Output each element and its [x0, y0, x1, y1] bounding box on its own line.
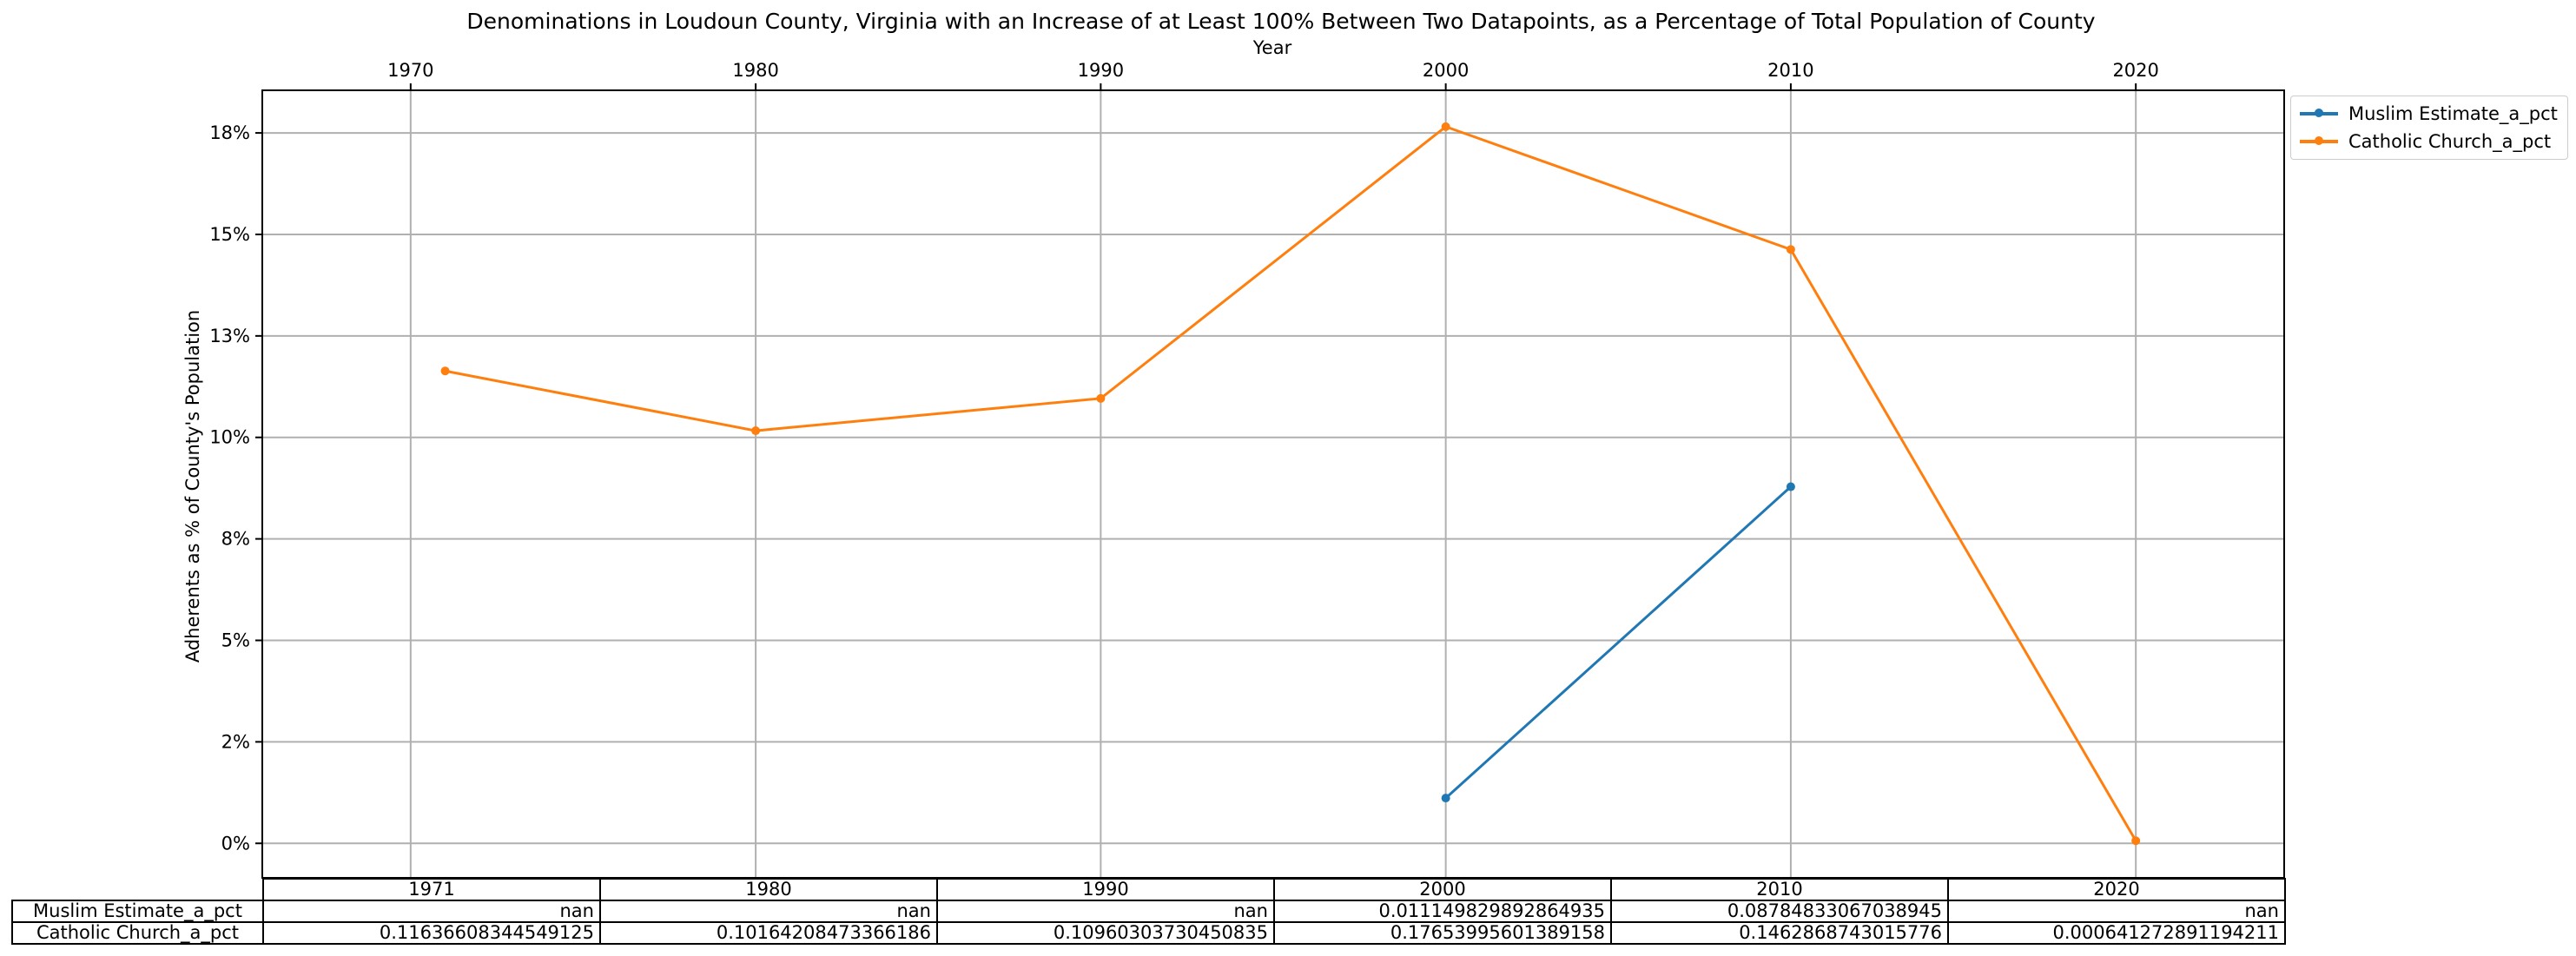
data-point-catholic [2131, 836, 2141, 846]
legend-marker-catholic [2315, 136, 2323, 145]
y-tick-label: 5% [221, 630, 250, 650]
table-row-label: Muslim Estimate_a_pct [11, 900, 264, 923]
y-tick-label: 0% [221, 833, 250, 854]
table-cell: 0.000641272891194211 [1947, 921, 2286, 945]
legend: Muslim Estimate_a_pct Catholic Church_a_… [2290, 96, 2568, 160]
table-column-header: 2020 [1947, 878, 2286, 901]
table-cell: 0.08784833067038945 [1610, 900, 1949, 923]
table-cell: 0.011149829892864935 [1273, 900, 1612, 923]
data-point-catholic [751, 426, 761, 436]
table-row-label: Catholic Church_a_pct [11, 921, 264, 945]
table-row: Catholic Church_a_pct 0.1163660834454912… [11, 921, 2286, 945]
y-tick-label: 18% [209, 122, 250, 143]
table-column-header: 1990 [936, 878, 1275, 901]
x-tick-label: 2010 [1767, 60, 1813, 81]
x-axis-ticks: 1970 1980 1990 2000 2010 2020 [387, 60, 2159, 90]
data-point-catholic [440, 366, 450, 376]
data-point-muslim [1786, 482, 1795, 491]
table-column-header: 2010 [1610, 878, 1949, 901]
data-point-catholic [1786, 245, 1795, 254]
y-tick-label: 2% [221, 731, 250, 752]
x-axis-label: Year [1252, 37, 1292, 58]
data-point-muslim [1441, 794, 1450, 803]
data-point-catholic [1441, 122, 1450, 131]
plot-frame [261, 89, 2285, 879]
legend-marker-muslim [2315, 109, 2323, 117]
y-tick-label: 13% [209, 326, 250, 346]
grid-lines [262, 90, 2284, 878]
table-cell: 0.10164208473366186 [599, 921, 938, 945]
series-lines [440, 122, 2141, 846]
series-line-catholic [445, 125, 2137, 842]
x-tick-label: 2020 [2112, 60, 2158, 81]
data-table: 1971 1980 1990 2000 2010 2020 Muslim Est… [11, 878, 2286, 945]
legend-label-catholic: Catholic Church_a_pct [2348, 131, 2552, 152]
x-tick-label: 2000 [1423, 60, 1469, 81]
table-column-header: 1980 [599, 878, 938, 901]
table-cell: nan [1947, 900, 2286, 923]
chart-title: Denominations in Loudoun County, Virgini… [466, 9, 2095, 34]
y-axis-ticks: 0% 2% 5% 8% 10% 13% 15% 18% [209, 122, 262, 854]
table-cell: 0.11636608344549125 [262, 921, 601, 945]
x-tick-label: 1980 [732, 60, 778, 81]
x-tick-label: 1970 [387, 60, 433, 81]
series-line-muslim [1444, 485, 1792, 800]
table-column-header: 2000 [1273, 878, 1612, 901]
table-row: Muslim Estimate_a_pct nan nan nan 0.0111… [11, 900, 2286, 923]
table-column-header: 1971 [262, 878, 601, 901]
table-cell: 0.10960303730450835 [936, 921, 1275, 945]
y-axis-label: Adherents as % of County's Population [182, 310, 203, 663]
legend-label-muslim: Muslim Estimate_a_pct [2348, 103, 2558, 124]
legend-swatch-muslim [2300, 109, 2338, 117]
table-cell: nan [599, 900, 938, 923]
table-cell: nan [262, 900, 601, 923]
table-cell: nan [936, 900, 1275, 923]
legend-item-muslim: Muslim Estimate_a_pct [2300, 101, 2558, 127]
y-tick-label: 10% [209, 427, 250, 448]
table-corner [12, 879, 263, 900]
legend-item-catholic: Catholic Church_a_pct [2300, 129, 2551, 155]
y-tick-label: 8% [221, 529, 250, 550]
table-cell: 0.17653995601389158 [1273, 921, 1612, 945]
data-point-catholic [1096, 393, 1106, 403]
x-tick-label: 1990 [1078, 60, 1124, 81]
legend-swatch-catholic [2300, 136, 2338, 145]
table-header-row: 1971 1980 1990 2000 2010 2020 [12, 878, 2286, 901]
y-tick-label: 15% [209, 224, 250, 245]
table-cell: 0.1462868743015776 [1610, 921, 1949, 945]
